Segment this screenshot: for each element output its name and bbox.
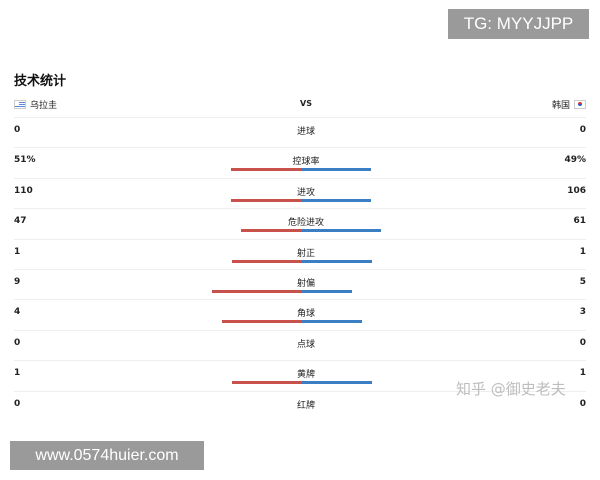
stat-right-value: 1 — [579, 246, 586, 257]
stat-row: 1 射正 1 — [14, 238, 586, 269]
stat-right-bar — [302, 198, 371, 202]
zhihu-watermark: 知乎 @御史老夫 — [456, 380, 566, 398]
left-team: 乌拉圭 — [14, 98, 57, 111]
stat-row: 51% 控球率 49% — [14, 147, 586, 177]
stat-left-bar — [241, 229, 302, 233]
stat-right-bar — [302, 289, 352, 293]
stat-left-value: 1 — [14, 368, 21, 379]
stat-right-value: 3 — [579, 307, 586, 318]
stat-row: 47 危险进攻 61 — [14, 208, 586, 238]
stat-left-bar — [232, 259, 302, 263]
section-title: 技术统计 — [14, 74, 67, 89]
stat-left-value: 0 — [14, 125, 21, 135]
stat-left-bar — [232, 381, 302, 385]
stat-right-bar — [302, 168, 371, 172]
left-team-name: 乌拉圭 — [30, 101, 58, 111]
stat-row: 4 角球 3 — [14, 299, 586, 329]
stat-label: 点球 — [296, 339, 315, 350]
stat-row: 0 进球 0 — [14, 117, 586, 147]
korea-flag-icon — [574, 100, 586, 109]
stat-right-value: 61 — [573, 216, 586, 227]
vs-label: VS — [300, 99, 312, 108]
stat-left-bar — [231, 168, 302, 172]
right-team-name: 韩国 — [551, 101, 570, 111]
stat-right-value: 49% — [564, 155, 586, 166]
stat-row: 0 红牌 0 — [14, 390, 586, 421]
stat-right-bar — [302, 259, 372, 263]
stat-label: 射偏 — [296, 278, 315, 289]
stat-label: 危险进攻 — [287, 218, 324, 229]
stat-label: 进球 — [296, 127, 315, 137]
stat-right-value: 1 — [579, 368, 586, 379]
stat-label: 进攻 — [296, 187, 315, 198]
stat-label: 射正 — [296, 248, 315, 259]
teams-header: 乌拉圭 VS 韩国 — [14, 96, 586, 114]
uruguay-flag-icon — [14, 100, 26, 109]
stat-label: 黄牌 — [296, 370, 315, 381]
stat-left-bar — [231, 198, 302, 202]
stat-right-value: 0 — [579, 337, 586, 348]
stat-row: 0 点球 0 — [14, 329, 586, 360]
stat-left-value: 47 — [14, 216, 27, 227]
stats-table: 0 进球 0 51% 控球率 49% 110 进攻 106 47 危险进攻 61 1 射正 1 9 射偏 5 4 角球… — [14, 117, 586, 421]
stat-right-bar — [302, 381, 372, 385]
tg-watermark: TG: MYYJJPP — [448, 9, 589, 39]
stat-right-value: 106 — [567, 185, 586, 196]
right-team: 韩国 — [552, 98, 586, 111]
stat-row: 110 进攻 106 — [14, 177, 586, 208]
stat-row: 9 射偏 5 — [14, 268, 586, 299]
stat-right-bar — [302, 229, 381, 233]
stat-left-value: 1 — [14, 246, 21, 257]
stat-left-bar — [212, 289, 302, 293]
stat-label: 角球 — [296, 309, 315, 320]
stat-left-value: 4 — [14, 307, 21, 318]
stat-left-value: 9 — [14, 276, 21, 287]
stat-right-bar — [302, 320, 362, 324]
stat-right-value: 0 — [579, 125, 586, 135]
stat-left-value: 0 — [14, 337, 21, 348]
stat-label: 红牌 — [296, 400, 315, 411]
stat-left-value: 0 — [14, 398, 21, 409]
stat-row: 1 黄牌 1 — [14, 360, 586, 390]
stat-left-bar — [222, 320, 302, 324]
stat-right-value: 5 — [579, 276, 586, 287]
stat-left-value: 110 — [14, 185, 33, 196]
website-watermark: www.0574huier.com — [10, 441, 204, 470]
stat-right-value: 0 — [579, 398, 586, 409]
stat-left-value: 51% — [14, 155, 36, 166]
stat-label: 控球率 — [292, 157, 320, 168]
